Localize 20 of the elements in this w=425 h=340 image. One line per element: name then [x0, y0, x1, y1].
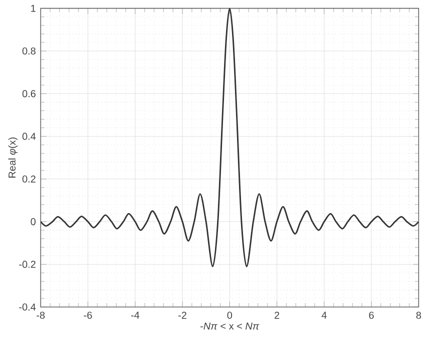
- y-tick-label: 1: [31, 4, 36, 12]
- y-tick-label: 0.6: [22, 90, 36, 98]
- x-tick-label: 2: [274, 312, 280, 319]
- y-tick-label: 0.2: [22, 175, 36, 183]
- y-tick-label: 0.8: [22, 47, 36, 55]
- y-axis-title: Real φ(x): [8, 138, 18, 178]
- x-tick-label: -6: [84, 312, 92, 319]
- y-tick-label: -0.2: [19, 260, 36, 268]
- x-tick-label: -4: [131, 312, 140, 319]
- x-axis-title: -Nπ < x < Nπ: [200, 322, 260, 330]
- x-tick-label: -2: [178, 312, 186, 319]
- y-tick-label: -0.4: [19, 303, 36, 311]
- x-tick-label: 6: [369, 312, 374, 319]
- x-tick-label: 4: [322, 312, 327, 319]
- x-tick-label: 8: [416, 312, 422, 319]
- x-tick-label: 0: [227, 312, 232, 319]
- x-tick-label: -8: [36, 312, 45, 319]
- y-tick-label: 0: [30, 218, 36, 226]
- line-series: [40, 8, 419, 268]
- y-tick-label: 0.4: [22, 132, 36, 140]
